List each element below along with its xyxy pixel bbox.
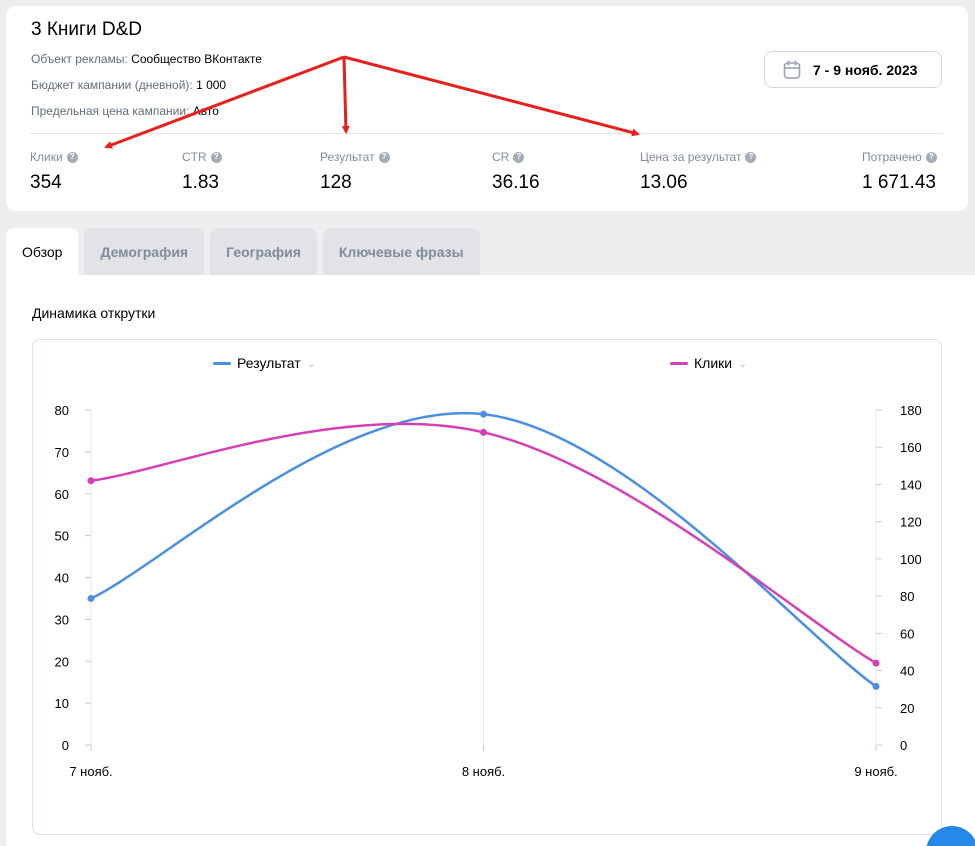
tab-keywords[interactable]: Ключевые фразы bbox=[322, 228, 480, 275]
help-icon[interactable]: ? bbox=[378, 151, 390, 163]
legend-label: Клики bbox=[694, 355, 733, 371]
meta-value: Сообщество ВКонтакте bbox=[131, 52, 262, 66]
line-chart: 0 10 20 30 40 50 60 70 80 0 20 40 60 80 100 120 140 160 18… bbox=[55, 403, 922, 779]
metric-clicks: Клики? 354 bbox=[30, 150, 78, 194]
chat-button[interactable] bbox=[926, 826, 975, 846]
metric-label: Результат bbox=[320, 150, 375, 164]
y-tick-label-right: 180 bbox=[900, 403, 922, 418]
legend-swatch bbox=[213, 361, 231, 365]
y-tick-label-left: 50 bbox=[55, 529, 69, 544]
y-tick-label-right: 80 bbox=[900, 589, 914, 604]
tab-overview[interactable]: Обзор bbox=[6, 228, 79, 275]
y-tick-label-right: 60 bbox=[900, 626, 914, 641]
annotation-arrows bbox=[104, 55, 640, 149]
data-point bbox=[872, 659, 880, 667]
help-icon[interactable]: ? bbox=[925, 151, 937, 163]
annotation-arrow bbox=[343, 55, 640, 137]
divider bbox=[30, 133, 943, 134]
meta-ad-object: Объект рекламы: Сообщество ВКонтакте bbox=[31, 52, 262, 66]
metric-cr: CR? 36.16 bbox=[492, 150, 540, 194]
y-tick-label-left: 70 bbox=[55, 445, 69, 460]
y-tick-label-right: 100 bbox=[900, 552, 922, 567]
data-point bbox=[87, 477, 95, 485]
campaign-title: 3 Книги D&D bbox=[31, 19, 142, 40]
legend-result[interactable]: Результат ⌄ bbox=[213, 355, 316, 371]
y-tick-label-right: 140 bbox=[900, 477, 922, 492]
data-point bbox=[480, 428, 487, 436]
y-tick-label-left: 0 bbox=[62, 738, 69, 753]
metric-label: CR bbox=[492, 150, 510, 164]
tab-bar: Обзор Демография География Ключевые фраз… bbox=[6, 228, 486, 275]
metric-value: 36.16 bbox=[492, 172, 540, 193]
x-tick-label: 9 нояб. bbox=[854, 764, 897, 779]
help-icon[interactable]: ? bbox=[66, 151, 78, 163]
chart-container: Результат ⌄ Клики ⌄ 0 10 20 30 40 50 60 70 80 0 20… bbox=[32, 339, 942, 835]
meta-label: Объект рекламы: bbox=[31, 52, 128, 66]
metric-label: Потрачено bbox=[862, 150, 922, 164]
metric-spent: Потрачено? 1 671.43 bbox=[862, 150, 937, 194]
metric-value: 1.83 bbox=[182, 172, 219, 193]
metric-label: CTR bbox=[182, 150, 207, 164]
legend-clicks[interactable]: Клики ⌄ bbox=[670, 355, 747, 371]
date-range-label: 7 - 9 нояб. 2023 bbox=[813, 61, 918, 78]
y-tick-label-left: 10 bbox=[55, 696, 69, 711]
tab-demography[interactable]: Демография bbox=[84, 228, 205, 275]
metric-result: Результат? 128 bbox=[320, 150, 390, 194]
metric-label: Цена за результат bbox=[640, 150, 742, 164]
help-icon[interactable]: ? bbox=[210, 151, 222, 163]
help-icon[interactable]: ? bbox=[745, 151, 757, 163]
metric-ctr: CTR? 1.83 bbox=[182, 150, 222, 194]
help-icon[interactable]: ? bbox=[513, 151, 525, 163]
metric-cost-per-result: Цена за результат? 13.06 bbox=[640, 150, 757, 194]
data-point bbox=[480, 410, 487, 418]
campaign-summary-card: 3 Книги D&D Объект рекламы: Сообщество В… bbox=[6, 6, 968, 211]
y-tick-label-left: 60 bbox=[55, 487, 69, 502]
chevron-down-icon: ⌄ bbox=[738, 357, 748, 370]
data-point bbox=[872, 682, 880, 690]
calendar-icon bbox=[783, 59, 801, 79]
meta-label: Бюджет кампании (дневной): bbox=[31, 78, 193, 92]
annotation-arrow bbox=[104, 55, 345, 149]
y-tick-label-right: 120 bbox=[900, 515, 922, 530]
x-tick-label: 7 нояб. bbox=[69, 764, 112, 779]
legend-label: Результат bbox=[237, 355, 301, 371]
metric-value: 128 bbox=[320, 172, 352, 193]
y-tick-label-right: 0 bbox=[900, 738, 907, 753]
date-range-button[interactable]: 7 - 9 нояб. 2023 bbox=[764, 51, 942, 88]
meta-value: 1 000 bbox=[196, 78, 227, 92]
annotation-arrow bbox=[341, 56, 350, 134]
overview-panel: Динамика открутки Результат ⌄ Клики ⌄ 0 1… bbox=[6, 275, 975, 846]
y-tick-label-left: 80 bbox=[55, 403, 69, 418]
metric-value: 354 bbox=[30, 172, 62, 193]
meta-budget: Бюджет кампании (дневной): 1 000 bbox=[31, 78, 226, 92]
legend-swatch bbox=[670, 361, 688, 365]
metric-value: 13.06 bbox=[640, 172, 688, 193]
tab-geography[interactable]: География bbox=[210, 228, 317, 275]
meta-label: Предельная цена кампании: bbox=[31, 104, 190, 118]
y-tick-label-left: 20 bbox=[55, 654, 69, 669]
chevron-down-icon: ⌄ bbox=[306, 357, 316, 370]
y-tick-label-left: 40 bbox=[55, 571, 69, 586]
section-title: Динамика открутки bbox=[32, 305, 156, 321]
y-tick-label-right: 20 bbox=[900, 701, 914, 716]
metric-label: Клики bbox=[30, 150, 63, 164]
y-tick-label-right: 160 bbox=[900, 440, 922, 455]
metric-value: 1 671.43 bbox=[862, 172, 936, 193]
y-tick-label-left: 30 bbox=[55, 612, 69, 627]
x-tick-label: 8 нояб. bbox=[462, 764, 505, 779]
y-tick-label-right: 40 bbox=[900, 664, 914, 679]
data-point bbox=[87, 594, 95, 602]
